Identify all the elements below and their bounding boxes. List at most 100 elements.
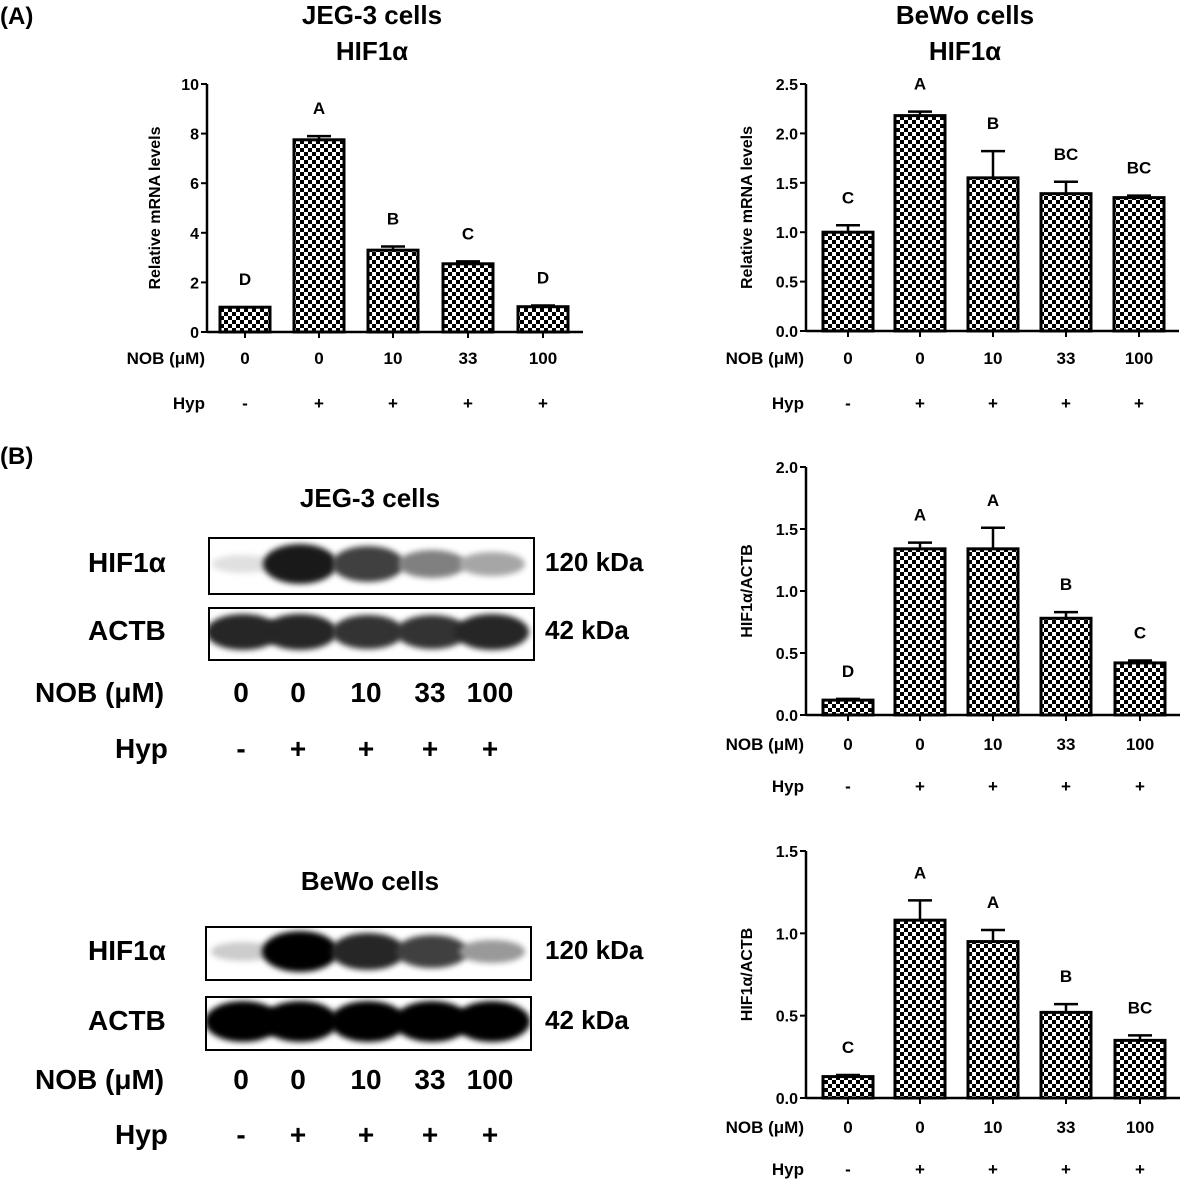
y-tick-label: 8 xyxy=(190,127,199,144)
hyp-value: + xyxy=(1135,1160,1145,1179)
y-tick-label: 1.0 xyxy=(776,926,798,943)
hyp-value: + xyxy=(357,1119,375,1150)
nob-label: NOB (μM) xyxy=(35,1064,165,1095)
nob-value: 100 xyxy=(466,677,514,708)
chart1-title-cells: JEG-3 cells xyxy=(301,0,443,30)
significance-letter: A xyxy=(987,893,999,912)
hyp-value: + xyxy=(538,394,548,413)
blot-band xyxy=(331,614,405,650)
y-tick-label: 6 xyxy=(190,176,199,193)
significance-letter: D xyxy=(239,270,251,289)
bar xyxy=(292,138,346,334)
blot-strip xyxy=(205,996,532,1051)
blot-band xyxy=(212,555,274,573)
y-tick-label: 0 xyxy=(190,325,199,342)
y-tick-label: 2.5 xyxy=(776,77,798,94)
blot-band xyxy=(262,931,338,972)
hyp-value: + xyxy=(357,733,375,764)
y-tick-label: 1.5 xyxy=(776,522,798,539)
blot-band xyxy=(331,933,405,970)
y-axis-label: HIF1α/ACTB xyxy=(739,544,756,637)
hyp-value: - xyxy=(236,733,246,764)
hyp-value: + xyxy=(463,394,473,413)
nob-value: 0 xyxy=(290,677,306,708)
significance-letter: D xyxy=(842,662,854,681)
hyp-value: + xyxy=(481,733,499,764)
nob-value: 100 xyxy=(466,1064,514,1095)
blot-band xyxy=(211,942,275,961)
bar xyxy=(966,547,1020,717)
bar xyxy=(1039,192,1093,333)
y-tick-label: 2.0 xyxy=(776,126,798,143)
x-category-label: 0 xyxy=(843,1118,852,1137)
hyp-value: - xyxy=(845,1160,851,1179)
x-category-label: 10 xyxy=(984,349,1003,368)
blot-strip xyxy=(205,926,532,981)
bar xyxy=(1112,196,1166,333)
y-tick-label: 10 xyxy=(181,77,199,94)
y-tick-label: 0.0 xyxy=(776,1091,798,1108)
y-axis-label: Relative mRNA levels xyxy=(739,126,756,289)
nob-label: NOB (μM) xyxy=(726,349,804,368)
nob-value: 10 xyxy=(350,1064,382,1095)
x-category-label: 10 xyxy=(984,1118,1003,1137)
significance-letter: A xyxy=(987,491,999,510)
significance-letter: A xyxy=(914,863,926,882)
nob-label: NOB (μM) xyxy=(127,349,205,368)
hyp-value: + xyxy=(915,777,925,796)
panel-label-b: (B) xyxy=(0,443,34,470)
bar xyxy=(893,918,947,1100)
significance-letter: BC xyxy=(1128,998,1153,1017)
blot-size-label: 42 kDa xyxy=(545,615,629,645)
blot-band xyxy=(398,549,466,579)
hyp-label: Hyp xyxy=(772,777,804,796)
blot-band xyxy=(396,934,468,969)
hyp-value: + xyxy=(915,1160,925,1179)
hyp-value: + xyxy=(988,394,998,413)
panel-label-a: (A) xyxy=(0,3,34,30)
nob-value: 0 xyxy=(290,1064,306,1095)
x-category-label: 0 xyxy=(240,349,249,368)
nob-value: 10 xyxy=(350,677,382,708)
blot-band xyxy=(263,614,337,650)
hyp-value: - xyxy=(242,394,248,413)
hyp-value: + xyxy=(1061,394,1071,413)
blot-band xyxy=(459,552,525,576)
y-tick-label: 1.5 xyxy=(776,176,798,193)
x-category-label: 100 xyxy=(529,349,557,368)
bar xyxy=(1039,616,1093,717)
blot-band xyxy=(454,1001,530,1042)
hyp-value: + xyxy=(1061,777,1071,796)
chart2-title-cells: BeWo cells xyxy=(895,0,1035,30)
blot-band xyxy=(262,543,338,585)
hyp-value: + xyxy=(1061,1160,1071,1179)
hyp-value: + xyxy=(289,733,307,764)
bar xyxy=(441,262,495,334)
bar xyxy=(1113,661,1167,717)
hyp-value: + xyxy=(388,394,398,413)
significance-letter: A xyxy=(914,75,926,94)
bar xyxy=(893,114,947,333)
hyp-value: + xyxy=(988,777,998,796)
x-category-label: 100 xyxy=(1126,735,1154,754)
significance-letter: BC xyxy=(1054,145,1079,164)
x-category-label: 10 xyxy=(984,735,1003,754)
blot-title: JEG-3 cells xyxy=(299,483,441,513)
significance-letter: A xyxy=(914,506,926,525)
hyp-value: + xyxy=(481,1119,499,1150)
y-axis-label: Relative mRNA levels xyxy=(147,126,164,289)
x-category-label: 0 xyxy=(843,349,852,368)
hyp-label: Hyp xyxy=(772,1160,804,1179)
y-tick-label: 0.5 xyxy=(776,1009,798,1026)
blot-band xyxy=(455,614,529,650)
blot-band xyxy=(330,1001,406,1042)
bar xyxy=(516,305,570,334)
chart1-title-gene: HIF1α xyxy=(335,36,409,66)
blot-title: BeWo cells xyxy=(300,866,440,896)
significance-letter: B xyxy=(987,114,999,133)
significance-letter: C xyxy=(842,188,854,207)
y-tick-label: 1.0 xyxy=(776,584,798,601)
x-category-label: 33 xyxy=(459,349,478,368)
